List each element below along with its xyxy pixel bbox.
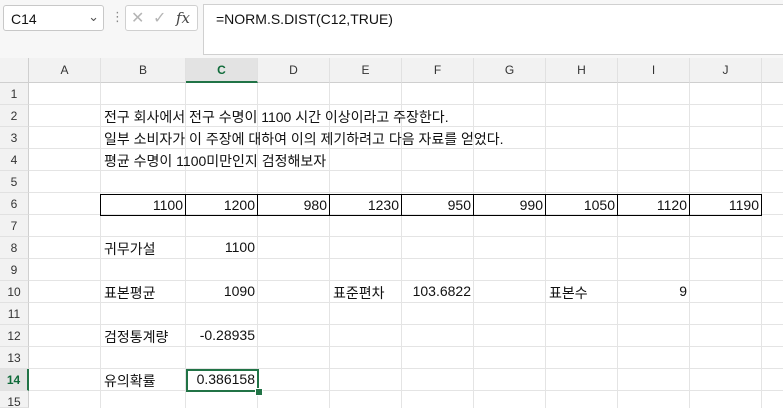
gridline bbox=[473, 83, 474, 408]
cell-b12[interactable]: 검정통계량 bbox=[104, 329, 169, 345]
cell-c6[interactable]: 1200 bbox=[223, 197, 255, 213]
formula-actions: ✕ ✓ fx bbox=[125, 5, 198, 31]
name-box-value: C14 bbox=[11, 11, 37, 27]
cell-border bbox=[545, 195, 546, 215]
formula-toolbar: C14 ⌄ ⋮ ✕ ✓ fx =NORM.S.DIST(C12,TRUE) bbox=[0, 0, 783, 58]
gridline bbox=[29, 192, 783, 193]
gridline bbox=[29, 104, 783, 105]
cell-b2[interactable]: 전구 회사에서 전구 수명이 1100 시간 이상이라고 주장한다. bbox=[104, 109, 449, 125]
enter-check-icon[interactable]: ✓ bbox=[153, 10, 167, 27]
column-header-a[interactable]: A bbox=[29, 58, 101, 83]
cell-h6[interactable]: 1050 bbox=[583, 197, 615, 213]
cell-b8[interactable]: 귀무가설 bbox=[104, 241, 156, 257]
fill-handle[interactable] bbox=[255, 388, 263, 396]
column-header-b[interactable]: B bbox=[101, 58, 186, 83]
cancel-icon[interactable]: ✕ bbox=[131, 10, 145, 27]
gridline bbox=[29, 390, 783, 391]
cell-d6[interactable]: 980 bbox=[303, 197, 327, 213]
gridline bbox=[29, 280, 783, 281]
row-header-13[interactable]: 13 bbox=[0, 347, 29, 369]
row-header-5[interactable]: 5 bbox=[0, 171, 29, 193]
gridline bbox=[100, 83, 101, 408]
gridline bbox=[29, 148, 783, 149]
formula-text: =NORM.S.DIST(C12,TRUE) bbox=[216, 11, 393, 27]
gridline bbox=[29, 126, 783, 127]
row-header-8[interactable]: 8 bbox=[0, 237, 29, 259]
row-header-11[interactable]: 11 bbox=[0, 303, 29, 325]
active-cell-c14[interactable] bbox=[186, 369, 259, 392]
more-options-icon[interactable]: ⋮ bbox=[111, 9, 124, 24]
column-header-k[interactable] bbox=[762, 58, 783, 83]
cell-f10[interactable]: 103.6822 bbox=[412, 283, 471, 299]
cell-f6[interactable]: 950 bbox=[447, 197, 471, 213]
spreadsheet-grid[interactable]: A B C D E F G H I J 1 2 3 4 5 6 7 8 9 10… bbox=[0, 58, 783, 409]
gridline bbox=[29, 324, 783, 325]
cell-c14[interactable]: 0.386158 bbox=[196, 371, 255, 387]
cell-e6[interactable]: 1230 bbox=[367, 197, 399, 213]
row-header-3[interactable]: 3 bbox=[0, 127, 29, 149]
column-header-f[interactable]: F bbox=[402, 58, 474, 83]
row-header-10[interactable]: 10 bbox=[0, 281, 29, 303]
gridline bbox=[29, 368, 783, 369]
formula-bar[interactable]: =NORM.S.DIST(C12,TRUE) bbox=[203, 4, 783, 55]
cell-b4[interactable]: 평균 수명이 1100미만인지 검정해보자 bbox=[104, 153, 327, 169]
gridline bbox=[29, 258, 783, 259]
row-header-6[interactable]: 6 bbox=[0, 193, 29, 215]
cell-g6[interactable]: 990 bbox=[519, 197, 543, 213]
row-header-1[interactable]: 1 bbox=[0, 83, 29, 105]
cell-e10[interactable]: 표준편차 bbox=[333, 285, 385, 301]
cell-b3[interactable]: 일부 소비자가 이 주장에 대하여 이의 제기하려고 다음 자료를 얻었다. bbox=[104, 131, 504, 147]
gridline bbox=[29, 346, 783, 347]
cell-i10[interactable]: 9 bbox=[679, 283, 687, 299]
gridline bbox=[401, 83, 402, 408]
cell-border bbox=[689, 195, 690, 215]
row-header-7[interactable]: 7 bbox=[0, 215, 29, 237]
select-all-corner[interactable] bbox=[0, 58, 29, 83]
gridline bbox=[185, 83, 186, 408]
cell-border bbox=[617, 195, 618, 215]
cell-border bbox=[257, 195, 258, 215]
column-header-e[interactable]: E bbox=[330, 58, 402, 83]
cell-b14[interactable]: 유의확률 bbox=[104, 373, 156, 389]
gridline bbox=[689, 83, 690, 408]
cell-border bbox=[329, 195, 330, 215]
cell-i6[interactable]: 1120 bbox=[656, 197, 687, 213]
cell-c10[interactable]: 1090 bbox=[223, 283, 255, 299]
cell-c8[interactable]: 1100 bbox=[224, 239, 255, 255]
gridline bbox=[29, 302, 783, 303]
column-header-c[interactable]: C bbox=[186, 58, 258, 83]
name-box[interactable]: C14 ⌄ bbox=[3, 5, 104, 31]
row-header-4[interactable]: 4 bbox=[0, 149, 29, 171]
cell-b10[interactable]: 표본평균 bbox=[104, 285, 156, 301]
cell-j6[interactable]: 1190 bbox=[728, 197, 759, 213]
chevron-down-icon[interactable]: ⌄ bbox=[88, 9, 99, 24]
row-header-2[interactable]: 2 bbox=[0, 105, 29, 127]
column-header-i[interactable]: I bbox=[618, 58, 690, 83]
column-header-j[interactable]: J bbox=[690, 58, 762, 83]
gridline bbox=[329, 83, 330, 408]
gridline bbox=[617, 83, 618, 408]
data-range-b6-j6[interactable] bbox=[100, 194, 762, 216]
gridline bbox=[545, 83, 546, 408]
cell-b6[interactable]: 1100 bbox=[152, 197, 183, 213]
cell-border bbox=[401, 195, 402, 215]
insert-function-icon[interactable]: fx bbox=[176, 9, 191, 27]
row-header-9[interactable]: 9 bbox=[0, 259, 29, 281]
column-header-d[interactable]: D bbox=[258, 58, 330, 83]
cell-c12[interactable]: -0.28935 bbox=[199, 327, 255, 343]
gridline bbox=[29, 170, 783, 171]
gridline bbox=[257, 83, 258, 408]
column-header-h[interactable]: H bbox=[546, 58, 618, 83]
row-header-14[interactable]: 14 bbox=[0, 369, 29, 391]
cell-border bbox=[185, 195, 186, 215]
row-header-15[interactable]: 15 bbox=[0, 391, 29, 409]
gridline bbox=[761, 83, 762, 408]
gridline bbox=[29, 214, 783, 215]
row-header-12[interactable]: 12 bbox=[0, 325, 29, 347]
column-header-g[interactable]: G bbox=[474, 58, 546, 83]
cell-border bbox=[473, 195, 474, 215]
gridline bbox=[29, 236, 783, 237]
cell-h10[interactable]: 표본수 bbox=[549, 285, 588, 301]
